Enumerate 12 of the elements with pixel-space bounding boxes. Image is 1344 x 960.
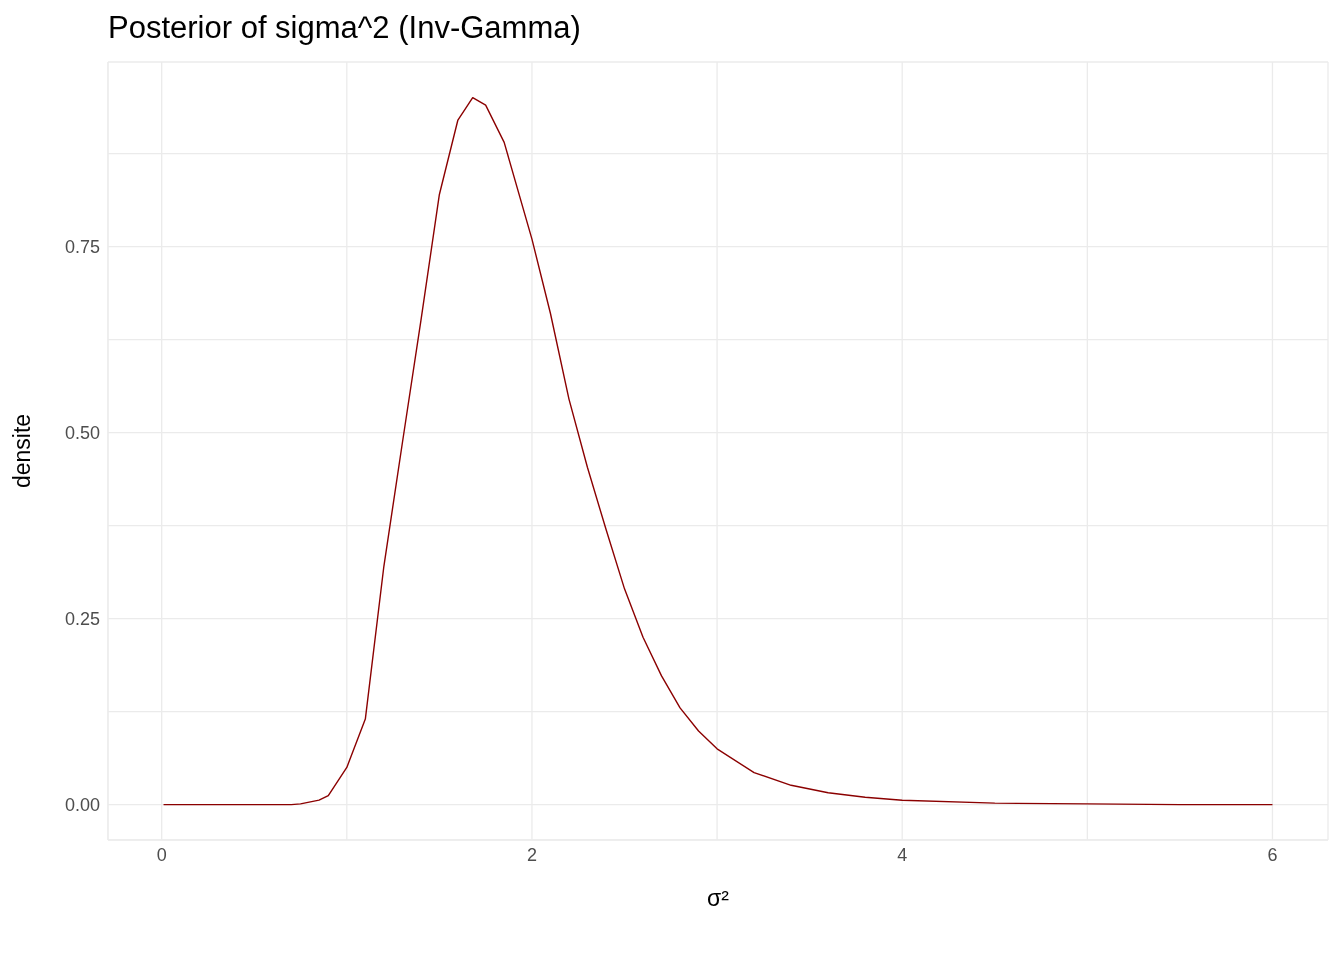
x-tick-label: 0 <box>156 844 167 865</box>
y-tick-label: 0.25 <box>64 609 100 630</box>
text: 0.00 <box>64 795 100 816</box>
x-tick-label: 6 <box>1267 844 1278 865</box>
chart-title: Posterior of sigma^2 (Inv-Gamma) <box>108 10 581 46</box>
line-series <box>162 97 1274 806</box>
x-tick-label: 2 <box>526 844 537 865</box>
x-tick-label: 4 <box>897 844 908 865</box>
y-tick-label: 0.50 <box>64 422 100 443</box>
x-axis-title: σ² <box>707 885 730 911</box>
y-axis-title: densite <box>9 413 35 489</box>
y-tick-label: 0.75 <box>64 236 100 257</box>
